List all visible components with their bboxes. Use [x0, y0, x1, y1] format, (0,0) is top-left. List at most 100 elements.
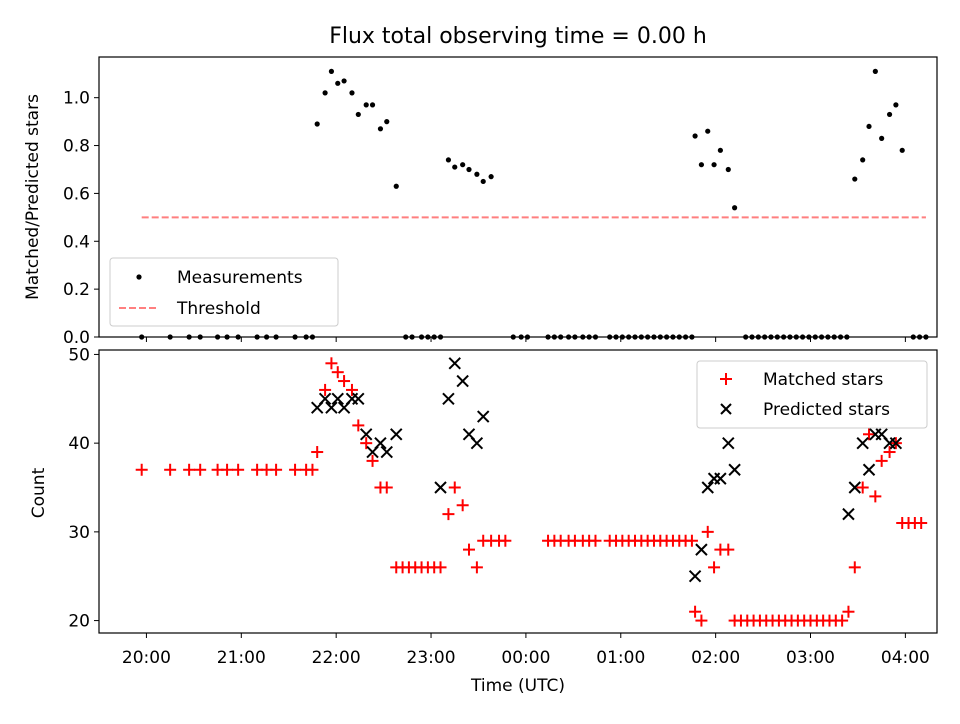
matched-star-point-35	[462, 543, 475, 556]
bottom-panel-frame	[98, 349, 938, 634]
legend-measurements-marker	[136, 274, 142, 280]
predicted-star-point-1	[318, 392, 332, 406]
predicted-star-point-3	[331, 392, 344, 406]
measurement-point-19	[355, 111, 361, 118]
measurement-point-68	[725, 166, 731, 173]
measurement-point-15	[328, 68, 335, 74]
measurement-point-33	[460, 162, 466, 168]
measurement-point-89	[866, 123, 872, 130]
measurement-point-69	[732, 205, 738, 211]
measurement-point-24	[393, 183, 399, 189]
bottom-y-tick-label-3: 50	[68, 345, 90, 365]
matched-star-point-64	[695, 614, 708, 627]
predicted-star-point-20	[695, 543, 708, 556]
matched-star-point-17	[338, 375, 351, 388]
predicted-star-point-9	[374, 436, 387, 450]
top-y-tick-label-4: 0.8	[63, 137, 90, 157]
matched-star-point-68	[722, 543, 735, 556]
measurement-point-64	[698, 162, 705, 168]
matched-star-point-89	[856, 481, 869, 494]
top-legend-box	[109, 257, 339, 327]
matched-star-point-65	[701, 525, 714, 538]
measurement-point-92	[886, 111, 893, 118]
top-y-tick-label-0: 0.0	[63, 328, 90, 348]
legend-predicted-marker	[720, 403, 732, 415]
top-y-tick-label-2: 0.4	[63, 232, 90, 252]
predicted-star-point-15	[456, 374, 469, 388]
matched-star-point-10	[289, 463, 302, 476]
measurement-point-65	[705, 128, 711, 134]
matched-star-point-20	[360, 437, 373, 450]
matched-star-point-48	[589, 534, 602, 547]
measurement-point-88	[860, 157, 866, 163]
matched-star-point-63	[689, 605, 702, 618]
predicted-star-point-24	[722, 436, 735, 450]
predicted-star-point-11	[390, 428, 403, 441]
matched-star-point-21	[366, 454, 379, 467]
measurement-point-37	[488, 174, 494, 180]
x-tick-label-8: 04:00	[881, 648, 930, 668]
x-axis-label: Time (UTC)	[470, 676, 565, 696]
matched-star-point-0	[135, 463, 148, 476]
predicted-star-point-12	[434, 481, 447, 494]
x-tick-label-6: 02:00	[691, 648, 740, 668]
measurement-point-94	[899, 147, 905, 153]
matched-star-point-5	[221, 463, 234, 476]
matched-star-point-18	[345, 383, 358, 396]
matched-star-point-9	[270, 463, 283, 476]
matched-star-point-66	[708, 561, 721, 574]
measurement-point-22	[377, 126, 384, 132]
x-tick-label-1: 21:00	[217, 648, 266, 668]
measurement-point-91	[879, 135, 885, 141]
measurement-point-14	[322, 90, 328, 96]
predicted-star-point-19	[688, 570, 702, 583]
chart-title: Flux total observing time = 0.00 h	[329, 24, 707, 49]
predicted-star-point-10	[380, 445, 393, 459]
matched-star-point-23	[380, 481, 393, 494]
matched-star-point-15	[325, 357, 338, 370]
legend-matched-label: Matched stars	[763, 370, 883, 390]
matched-star-point-91	[869, 490, 882, 503]
matched-star-point-88	[848, 561, 861, 574]
measurement-point-90	[872, 68, 878, 74]
predicted-star-point-14	[448, 357, 461, 370]
predicted-star-point-2	[325, 401, 338, 414]
predicted-star-point-17	[470, 436, 484, 450]
matched-star-point-62	[685, 534, 698, 547]
measurement-point-63	[692, 133, 698, 139]
measurement-point-36	[480, 178, 486, 185]
bottom-y-tick-label-1: 30	[68, 523, 90, 543]
measurement-point-21	[369, 102, 376, 108]
predicted-star-point-6	[352, 392, 365, 406]
top-legend: Measurements Threshold	[109, 257, 339, 327]
matched-star-point-32	[442, 508, 455, 521]
measurement-point-31	[445, 157, 452, 163]
matched-star-point-92	[875, 454, 888, 467]
matched-star-point-14	[319, 383, 332, 396]
predicted-star-point-29	[862, 463, 876, 476]
bottom-y-tick-label-0: 20	[68, 612, 90, 632]
matched-star-point-40	[499, 534, 512, 547]
measurement-point-23	[384, 119, 390, 125]
matched-star-point-12	[306, 463, 319, 476]
matched-star-point-86	[836, 614, 849, 627]
bottom-panel: 20 30 40 50 20:00 21:00 22:00 23:00 00:00 01:00 0…	[68, 345, 938, 668]
matched-star-point-1	[164, 463, 177, 476]
predicted-star-point-33	[889, 436, 903, 450]
matched-star-point-33	[448, 481, 461, 494]
measurement-point-17	[341, 78, 347, 84]
measurement-point-34	[466, 166, 472, 173]
measurement-point-20	[363, 102, 369, 108]
x-tick-label-5: 01:00	[596, 648, 645, 668]
matched-star-point-87	[842, 605, 855, 618]
x-tick-label-4: 00:00	[501, 648, 550, 668]
top-y-axis-label: Matched/Predicted stars	[23, 94, 43, 300]
bottom-y-tick-label-2: 40	[68, 434, 90, 454]
matched-star-point-19	[352, 419, 365, 432]
matched-star-point-93	[883, 446, 896, 459]
predicted-star-point-27	[848, 481, 861, 494]
measurement-point-18	[349, 90, 355, 96]
x-tick-label-2: 22:00	[312, 648, 361, 668]
